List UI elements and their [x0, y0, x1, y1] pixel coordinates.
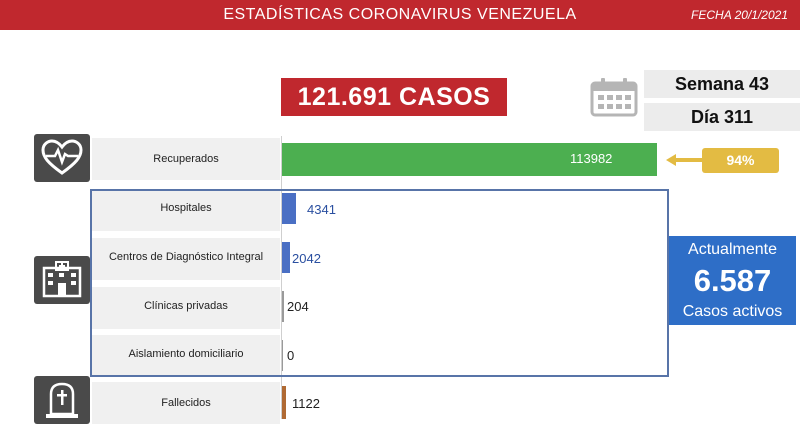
category-label-cdi: Centros de Diagnóstico Integral [108, 251, 264, 263]
data-label-deceased: 1122 [292, 396, 320, 411]
date-label: FECHA 20/1/2021 [691, 8, 788, 22]
week-counter: Semana 43 [644, 70, 800, 98]
care-location-frame [90, 189, 669, 377]
page-title: ESTADÍSTICAS CORONAVIRUS VENEZUELA [223, 6, 577, 23]
bar-deceased [282, 386, 286, 419]
row-bg-hospitals [92, 189, 280, 231]
bar-cdi [282, 242, 290, 273]
calendar-icon [590, 78, 638, 117]
category-label-private-clinics: Clínicas privadas [144, 300, 228, 312]
header-bar [0, 0, 800, 30]
arrow-left-icon [666, 154, 702, 166]
category-label-recovered: Recuperados [153, 153, 219, 165]
data-label-recovered: 113982 [570, 151, 613, 166]
row-bg-home-isolation [92, 335, 280, 377]
day-counter: Día 311 [644, 103, 800, 131]
hospital-icon [34, 256, 90, 304]
chart-axis [281, 136, 282, 419]
row-bg-cdi [92, 238, 280, 280]
row-bg-recovered [92, 138, 280, 180]
data-label-cdi: 2042 [292, 251, 321, 266]
bar-home-isolation [282, 340, 283, 371]
recovered-percentage-badge: 94% [702, 148, 779, 173]
category-label-home-isolation: Aislamiento domiciliario [128, 348, 244, 360]
bar-recovered [282, 143, 657, 176]
active-cases-panel: Actualmente 6.587 Casos activos [669, 236, 796, 325]
row-bg-deceased [92, 382, 280, 424]
data-label-hospitals: 4341 [307, 202, 336, 217]
data-label-private-clinics: 204 [287, 299, 309, 314]
row-bg-private-clinics [92, 287, 280, 329]
active-cases-caption: Casos activos [682, 303, 783, 320]
category-label-deceased: Fallecidos [161, 397, 211, 409]
active-cases-heading: Actualmente [688, 241, 777, 258]
active-cases-value: 6.587 [693, 263, 772, 298]
bar-hospitals [282, 193, 296, 224]
gravestone-icon [34, 376, 90, 424]
category-label-hospitals: Hospitales [160, 202, 212, 214]
data-label-home-isolation: 0 [287, 348, 295, 363]
total-cases-badge: 121.691 CASOS [281, 78, 507, 116]
bar-private-clinics [282, 291, 284, 322]
heart-pulse-icon [34, 134, 90, 182]
